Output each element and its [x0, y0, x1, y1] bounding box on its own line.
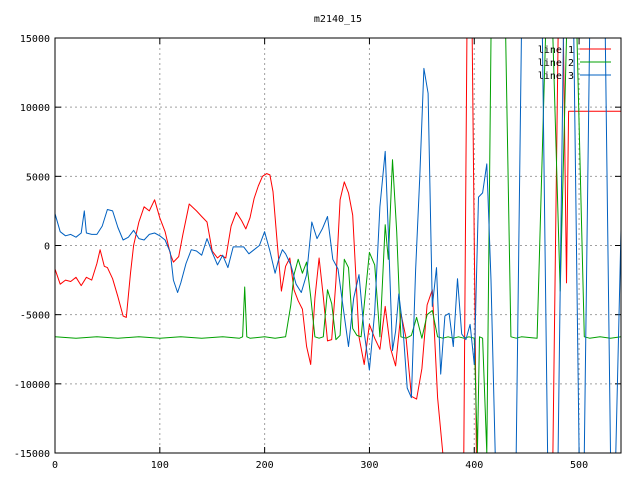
y-tick-label: 15000	[20, 34, 50, 45]
x-tick-label: 200	[256, 460, 274, 471]
legend-label-3: line 3	[538, 71, 574, 82]
y-tick-label: 10000	[20, 103, 50, 114]
chart-title: m2140_15	[314, 14, 362, 25]
x-tick-label: 0	[52, 460, 58, 471]
axes: 0 100 200 300 400 500 -15000 -10000 -5000 0 5000 10…	[14, 34, 621, 471]
legend: line 1 line 2 line 3	[538, 45, 611, 82]
y-tick-label: -10000	[14, 380, 50, 391]
y-tick-label: 0	[44, 242, 50, 253]
legend-label-2: line 2	[538, 58, 574, 69]
y-tick-label: 5000	[26, 172, 50, 183]
plot-frame	[54, 37, 622, 454]
y-tick-label: -15000	[14, 449, 50, 460]
x-tick-label: 300	[360, 460, 378, 471]
series-line-3	[54, 37, 622, 454]
grid	[55, 38, 621, 453]
legend-label-1: line 1	[538, 45, 574, 56]
x-tick-label: 100	[151, 460, 169, 471]
y-tick-label: -5000	[20, 311, 50, 322]
x-tick-label: 400	[465, 460, 483, 471]
x-tick-label: 500	[570, 460, 588, 471]
series-line-2	[54, 37, 622, 454]
